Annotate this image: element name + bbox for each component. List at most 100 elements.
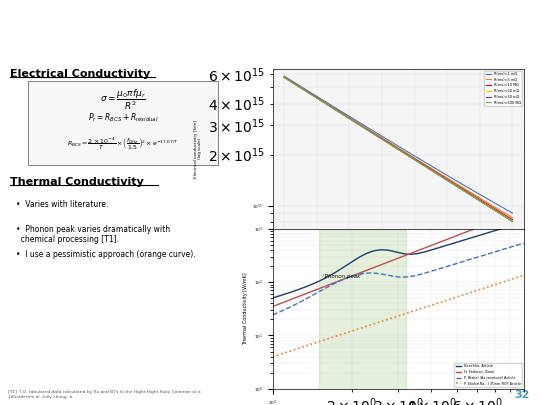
R(res)=10 MΩ bbox=[490, 205, 496, 210]
R(res)=20 mΩ bbox=[290, 81, 296, 85]
Line: R(res)=10 MΩ: R(res)=10 MΩ bbox=[284, 77, 512, 220]
P. Elisha(Ra...) 30nm RCP Article bbox=[269, 354, 276, 359]
R(res)=500 MΩ bbox=[295, 84, 301, 89]
R(res)=5 mΩ bbox=[498, 208, 504, 213]
R(res)=50 mΩ bbox=[323, 102, 330, 107]
R(res)=500 MΩ bbox=[498, 212, 504, 217]
Koechlin, Article bbox=[489, 229, 495, 234]
Line: R(res)=500 MΩ: R(res)=500 MΩ bbox=[284, 77, 512, 222]
H. Fedorov, Book bbox=[521, 210, 527, 215]
Koechlin, Article bbox=[269, 296, 276, 301]
P. Blakel (As received) Article bbox=[489, 250, 495, 255]
R(res)=500 MΩ bbox=[342, 113, 348, 118]
R(res)=20 mΩ bbox=[295, 83, 301, 88]
H. Fedorov, Book bbox=[475, 225, 481, 230]
Text: •  Varies with literature.: • Varies with literature. bbox=[16, 200, 109, 209]
Text: RF-Mech:: RF-Mech: bbox=[14, 13, 168, 41]
R(res)=20 mΩ bbox=[498, 211, 504, 216]
H. Fedorov, Book bbox=[433, 241, 439, 246]
H. Fedorov, Book bbox=[513, 210, 519, 215]
R(res)=500 MΩ bbox=[490, 207, 496, 212]
R(res)=5 mΩ bbox=[323, 101, 330, 106]
R(res)=20 mΩ bbox=[281, 75, 287, 80]
Line: P. Blakel (As received) Article: P. Blakel (As received) Article bbox=[273, 243, 524, 315]
R(res)=5 mΩ bbox=[342, 113, 348, 117]
R(res)=1 mΩ bbox=[490, 200, 496, 205]
Line: P. Elisha(Ra...) 30nm RCP Article: P. Elisha(Ra...) 30nm RCP Article bbox=[273, 275, 524, 357]
Text: Electrical Conductivity: Electrical Conductivity bbox=[10, 69, 150, 79]
Bar bbox=[28, 81, 218, 165]
R(res)=50 mΩ bbox=[490, 207, 496, 211]
Text: Thermal: Thermal bbox=[111, 13, 226, 41]
P. Blakel (As received) Article bbox=[521, 241, 527, 245]
Text: Thermal Conductivity: Thermal Conductivity bbox=[10, 177, 144, 187]
Y-axis label: Thermal Conductivity [W/mK]: Thermal Conductivity [W/mK] bbox=[244, 273, 248, 345]
Line: R(res)=50 mΩ: R(res)=50 mΩ bbox=[284, 77, 512, 222]
R(res)=20 mΩ bbox=[342, 113, 348, 118]
R(res)=10 MΩ bbox=[323, 101, 330, 106]
P. Blakel (As received) Article bbox=[488, 251, 495, 256]
R(res)=1 mΩ bbox=[498, 204, 504, 209]
Koechlin, Article bbox=[347, 261, 353, 266]
R(res)=1 mΩ bbox=[342, 111, 348, 116]
R(res)=5 mΩ bbox=[295, 83, 301, 88]
R(res)=500 MΩ bbox=[290, 81, 296, 85]
H. Fedorov, Book bbox=[347, 274, 353, 279]
Line: R(res)=20 mΩ: R(res)=20 mΩ bbox=[284, 77, 512, 221]
R(res)=500 MΩ bbox=[281, 75, 287, 80]
Text: $\sigma = \dfrac{\mu_0 \pi f \mu_r}{R^2}$: $\sigma = \dfrac{\mu_0 \pi f \mu_r}{R^2}… bbox=[100, 88, 146, 112]
R(res)=10 MΩ bbox=[295, 83, 301, 88]
Line: R(res)=1 mΩ: R(res)=1 mΩ bbox=[284, 76, 512, 213]
Line: Koechlin, Article: Koechlin, Article bbox=[273, 222, 524, 298]
P. Blakel (As received) Article bbox=[269, 313, 276, 318]
P. Elisha(Ra...) 30nm RCP Article bbox=[488, 284, 495, 288]
R(res)=50 mΩ bbox=[295, 83, 301, 88]
P. Blakel (As received) Article bbox=[433, 267, 439, 272]
R(res)=10 MΩ bbox=[498, 210, 504, 215]
Koechlin, Article bbox=[521, 220, 527, 224]
R(res)=50 mΩ bbox=[498, 212, 504, 217]
Koechlin, Article bbox=[488, 229, 495, 234]
Text: $P_r = R_{BCS} + R_{residual}$: $P_r = R_{BCS} + R_{residual}$ bbox=[87, 112, 158, 124]
Text: 32: 32 bbox=[515, 390, 530, 400]
Line: H. Fedorov, Book: H. Fedorov, Book bbox=[273, 213, 524, 307]
R(res)=10 MΩ bbox=[509, 217, 516, 222]
Text: [T1]  T.O. tabulated data calculated by Xu and B7s to the flight flight fluky Co: [T1] T.O. tabulated data calculated by X… bbox=[8, 390, 201, 399]
H. Fedorov, Book bbox=[489, 220, 495, 224]
X-axis label: Temperature [K]: Temperature [K] bbox=[379, 248, 418, 253]
R(res)=1 mΩ bbox=[281, 74, 287, 79]
R(res)=5 mΩ bbox=[509, 215, 516, 220]
Legend: R(res)=1 mΩ, R(res)=5 mΩ, R(res)=10 MΩ, R(res)=20 mΩ, R(res)=50 mΩ, R(res)=500 M: R(res)=1 mΩ, R(res)=5 mΩ, R(res)=10 MΩ, … bbox=[484, 70, 522, 106]
P. Blakel (As received) Article bbox=[416, 272, 422, 277]
Koechlin, Article bbox=[416, 251, 422, 256]
R(res)=10 MΩ bbox=[281, 75, 287, 79]
Text: 'Phonon peak': 'Phonon peak' bbox=[323, 274, 362, 279]
Line: R(res)=5 mΩ: R(res)=5 mΩ bbox=[284, 77, 512, 217]
Y-axis label: Electrical conductivity [S/m]
(log scale): Electrical conductivity [S/m] (log scale… bbox=[194, 120, 202, 178]
P. Elisha(Ra...) 30nm RCP Article bbox=[489, 283, 495, 288]
R(res)=20 mΩ bbox=[490, 206, 496, 211]
R(res)=1 mΩ bbox=[290, 79, 296, 84]
R(res)=5 mΩ bbox=[290, 80, 296, 85]
P. Elisha(Ra...) 30nm RCP Article bbox=[521, 273, 527, 278]
R(res)=1 mΩ bbox=[509, 211, 516, 215]
R(res)=5 mΩ bbox=[490, 204, 496, 209]
H. Fedorov, Book bbox=[416, 247, 422, 252]
R(res)=500 MΩ bbox=[323, 102, 330, 107]
Koechlin, Article bbox=[433, 246, 439, 251]
Text: $R_{BCS} = \dfrac{2\times10^{-4}}{T}\times\left(\dfrac{f_{GHz}}{1.5}\right)^2\ti: $R_{BCS} = \dfrac{2\times10^{-4}}{T}\tim… bbox=[67, 135, 179, 151]
Text: •  I use a pessimistic approach (orange curve).: • I use a pessimistic approach (orange c… bbox=[16, 250, 195, 259]
R(res)=50 mΩ bbox=[342, 113, 348, 118]
R(res)=1 mΩ bbox=[295, 82, 301, 87]
R(res)=50 mΩ bbox=[509, 219, 516, 224]
R(res)=1 mΩ bbox=[323, 100, 330, 105]
Koechlin, Article bbox=[475, 233, 481, 238]
R(res)=500 MΩ bbox=[509, 219, 516, 224]
Legend: Koechlin, Article, H. Fedorov, Book, P. Blakel (As received) Article, P. Elisha(: Koechlin, Article, H. Fedorov, Book, P. … bbox=[454, 363, 522, 387]
P. Elisha(Ra...) 30nm RCP Article bbox=[475, 288, 481, 292]
H. Fedorov, Book bbox=[269, 304, 276, 309]
P. Blakel (As received) Article bbox=[347, 274, 353, 279]
P. Blakel (As received) Article bbox=[475, 255, 481, 260]
R(res)=20 mΩ bbox=[509, 218, 516, 223]
P. Elisha(Ra...) 30nm RCP Article bbox=[433, 301, 439, 306]
